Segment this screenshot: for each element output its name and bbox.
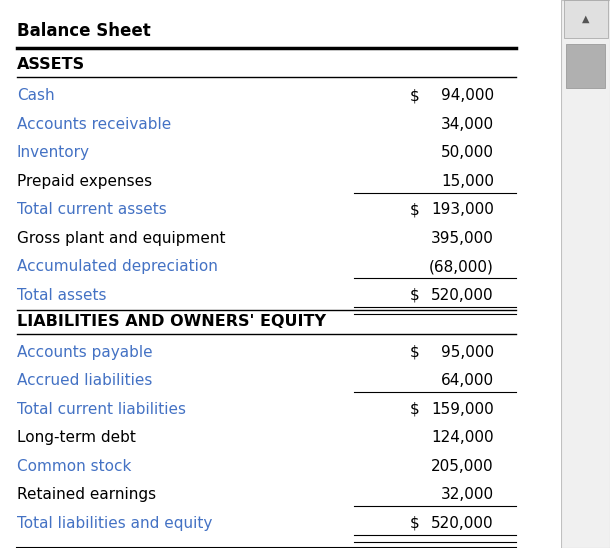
Text: 520,000: 520,000 [431,516,494,531]
Text: Balance Sheet: Balance Sheet [17,22,151,40]
Text: Gross plant and equipment: Gross plant and equipment [17,231,225,246]
Text: Accrued liabilities: Accrued liabilities [17,373,153,389]
Text: Total liabilities and equity: Total liabilities and equity [17,516,212,531]
Text: 34,000: 34,000 [441,117,494,132]
Text: Inventory: Inventory [17,145,90,161]
Text: 64,000: 64,000 [441,373,494,389]
Text: $: $ [410,288,420,303]
Text: 15,000: 15,000 [441,174,494,189]
Text: Accounts receivable: Accounts receivable [17,117,171,132]
Text: Retained earnings: Retained earnings [17,487,156,503]
Text: 193,000: 193,000 [431,202,494,218]
Text: 159,000: 159,000 [431,402,494,417]
Text: LIABILITIES AND OWNERS' EQUITY: LIABILITIES AND OWNERS' EQUITY [17,313,326,329]
Text: 395,000: 395,000 [431,231,494,246]
Text: $: $ [410,345,420,360]
Text: Total current assets: Total current assets [17,202,167,218]
Text: 205,000: 205,000 [431,459,494,474]
Text: 124,000: 124,000 [431,430,494,446]
Text: Total current liabilities: Total current liabilities [17,402,186,417]
Bar [566,44,605,88]
Text: $: $ [410,88,420,104]
Text: $: $ [410,516,420,531]
Text: Accounts payable: Accounts payable [17,345,153,360]
Text: (68,000): (68,000) [429,259,494,275]
Text: Prepaid expenses: Prepaid expenses [17,174,152,189]
Text: 32,000: 32,000 [441,487,494,503]
Text: Common stock: Common stock [17,459,131,474]
Text: Total assets: Total assets [17,288,106,303]
Text: $: $ [410,202,420,218]
Text: 50,000: 50,000 [441,145,494,161]
Text: Accumulated depreciation: Accumulated depreciation [17,259,218,275]
Text: $: $ [410,402,420,417]
Text: 520,000: 520,000 [431,288,494,303]
Text: Long-term debt: Long-term debt [17,430,135,446]
Bar [564,0,608,38]
Text: Cash: Cash [17,88,54,104]
Text: ▲: ▲ [582,14,589,24]
Text: 94,000: 94,000 [441,88,494,104]
Text: ASSETS: ASSETS [17,57,85,72]
Text: 95,000: 95,000 [441,345,494,360]
